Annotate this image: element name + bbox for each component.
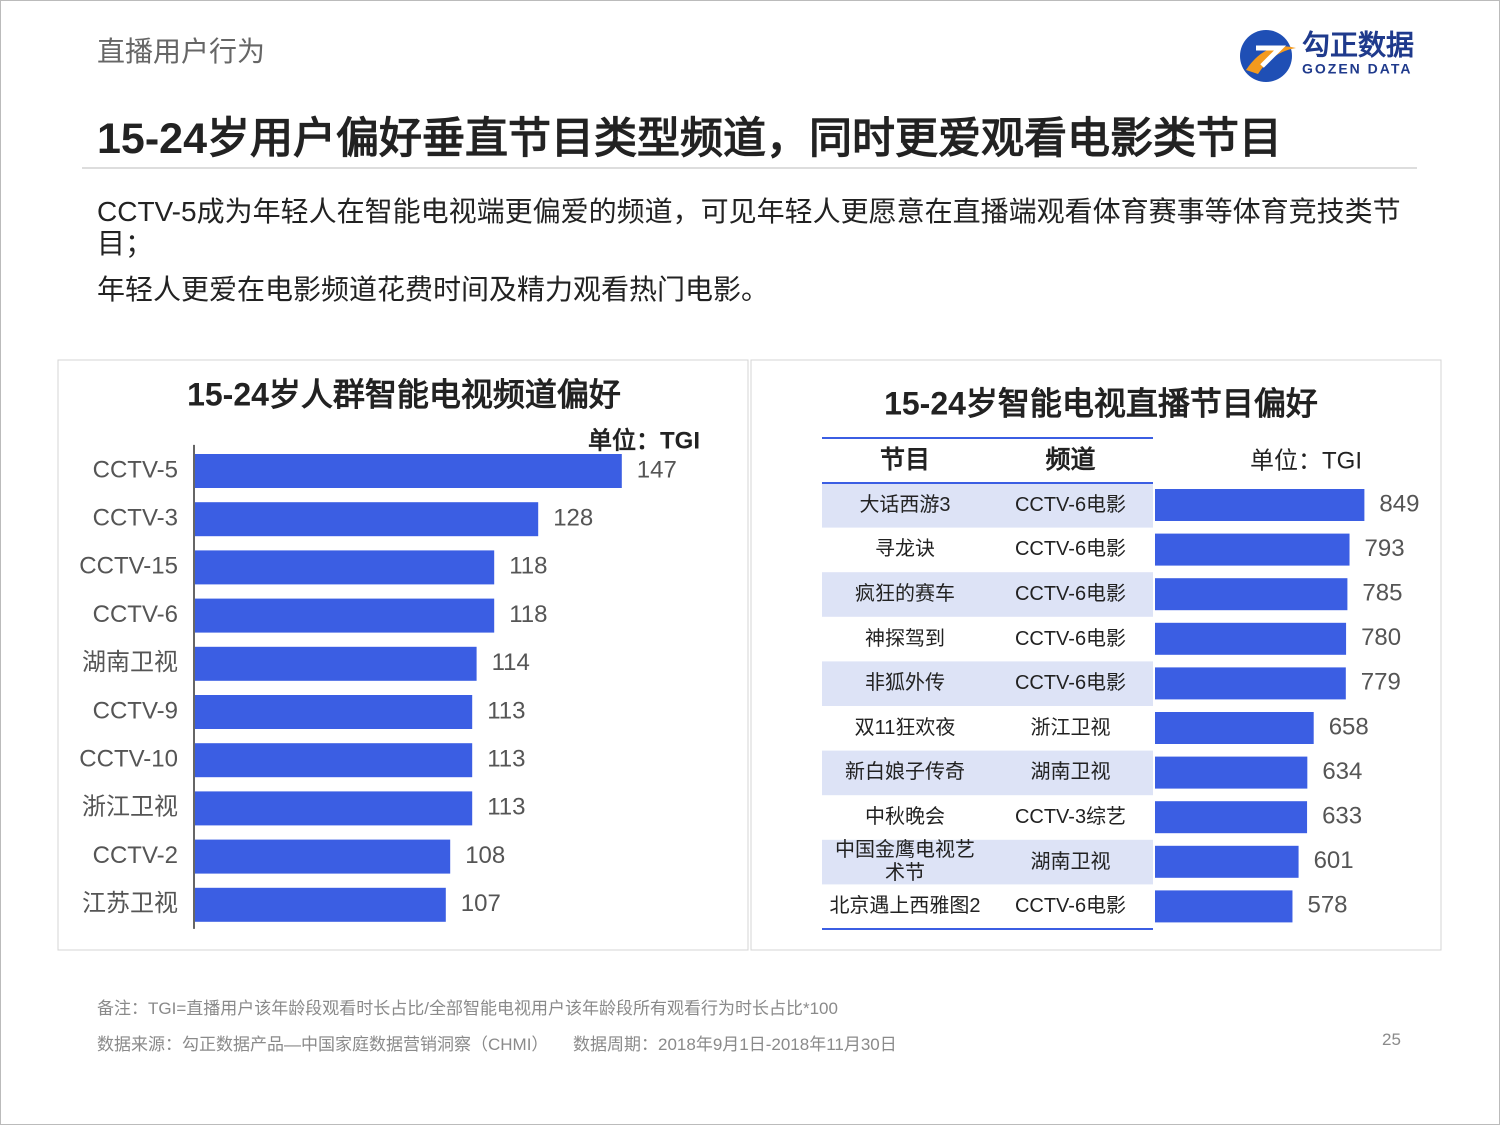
- table-header: 频道: [1045, 446, 1096, 474]
- unit-label: 单位：TGI: [1250, 447, 1362, 474]
- bar: [1155, 489, 1365, 521]
- value-label: 780: [1361, 624, 1401, 651]
- value-label: 785: [1362, 580, 1402, 607]
- y-tick-label: CCTV-15: [79, 553, 178, 580]
- value-label: 118: [509, 553, 547, 580]
- bar: [195, 887, 446, 922]
- bar: [1155, 533, 1350, 566]
- channel-cell: CCTV-6电影: [1014, 672, 1127, 695]
- paragraph: CCTV-5成为年轻人在智能电视端更偏爱的频道，可见年轻人更愿意在直播端观看体育…: [97, 196, 1401, 259]
- channel-cell: 湖南卫视: [1030, 761, 1111, 784]
- bar: [195, 791, 473, 826]
- value-label: 113: [487, 697, 525, 724]
- program-cell: 寻龙诀: [875, 538, 935, 561]
- channel-cell: CCTV-6电影: [1014, 538, 1127, 561]
- bar: [195, 839, 451, 874]
- bar: [1155, 578, 1348, 611]
- program-cell: 中秋晚会: [865, 805, 945, 828]
- value-label: 108: [465, 842, 505, 869]
- value-label: 114: [492, 649, 530, 676]
- program-cell: 神探驾到: [865, 627, 945, 650]
- program-cell: 北京遇上西雅图2: [829, 895, 981, 918]
- channel-cell: CCTV-6电影: [1014, 582, 1127, 605]
- bar: [1155, 667, 1346, 700]
- logo-name: 勾正数据: [1302, 29, 1414, 60]
- value-label: 107: [461, 890, 501, 917]
- table-header: 节目: [879, 446, 930, 474]
- y-tick-label: CCTV-2: [93, 842, 178, 869]
- program-cell: 双11狂欢夜: [854, 716, 956, 739]
- table-row-band: [822, 839, 1153, 885]
- y-tick-label: 江苏卫视: [82, 890, 178, 917]
- y-tick-label: 湖南卫视: [82, 649, 178, 676]
- program-cell: 中国金鹰电视艺术节: [835, 839, 975, 885]
- table-row-band: [822, 661, 1153, 706]
- logo-name-en: GOZEN DATA: [1302, 61, 1412, 77]
- logo-icon: [1240, 30, 1296, 82]
- footnote: 备注：TGI=直播用户该年龄段观看时长占比/全部智能电视用户该年龄段所有观看行为…: [97, 999, 838, 1018]
- value-label: 128: [553, 505, 593, 532]
- value-label: 601: [1314, 847, 1354, 874]
- y-tick-label: CCTV-9: [93, 697, 178, 724]
- slide-title: 15-24岁用户偏好垂直节目类型频道，同时更爱观看电影类节目: [97, 115, 1282, 163]
- paragraph: 年轻人更爱在电影频道花费时间及精力观看热门电影。: [97, 274, 770, 305]
- bar: [195, 646, 477, 681]
- bar: [1155, 756, 1308, 789]
- bar: [195, 743, 473, 778]
- y-tick-label: CCTV-10: [79, 746, 178, 773]
- value-label: 113: [487, 794, 525, 821]
- value-label: 633: [1322, 803, 1362, 830]
- value-label: 634: [1322, 758, 1362, 785]
- channel-cell: 浙江卫视: [1030, 716, 1111, 739]
- channel-cell: CCTV-3综艺: [1014, 805, 1127, 828]
- table-row-band: [822, 750, 1153, 796]
- bar: [195, 550, 495, 585]
- value-label: 113: [487, 746, 525, 773]
- section-label: 直播用户行为: [97, 36, 266, 67]
- period: 数据周期：2018年9月1日-2018年11月30日: [573, 1035, 897, 1054]
- y-tick-label: CCTV-5: [93, 456, 178, 483]
- program-cell: 新白娘子传奇: [845, 761, 965, 784]
- value-label: 147: [637, 456, 677, 483]
- channel-cell: CCTV-6电影: [1014, 895, 1127, 918]
- channel-cell: CCTV-6电影: [1014, 627, 1127, 650]
- channel-cell: 湖南卫视: [1030, 850, 1111, 873]
- y-tick-label: 浙江卫视: [82, 794, 178, 821]
- value-label: 793: [1365, 535, 1405, 562]
- bar: [195, 502, 539, 537]
- program-cell: 大话西游3: [859, 493, 951, 516]
- program-cell: 疯狂的赛车: [855, 582, 955, 605]
- source: 数据来源：勾正数据产品—中国家庭数据营销洞察（CHMI）: [97, 1035, 549, 1054]
- value-label: 658: [1329, 713, 1369, 740]
- page-number: 25: [1382, 1030, 1401, 1049]
- bar: [1155, 712, 1314, 744]
- bar: [1155, 801, 1308, 834]
- table-row-band: [822, 572, 1153, 617]
- bar: [1155, 845, 1299, 878]
- value-label: 779: [1361, 669, 1401, 696]
- unit-label: 单位：TGI: [588, 426, 700, 454]
- channel-cell: CCTV-6电影: [1014, 493, 1127, 516]
- bar: [195, 454, 622, 488]
- bar: [1155, 622, 1347, 655]
- chart-title: 15-24岁智能电视直播节目偏好: [884, 385, 1318, 421]
- bar: [195, 695, 473, 729]
- value-label: 578: [1307, 892, 1347, 919]
- value-label: 849: [1379, 490, 1419, 517]
- table-row-band: [822, 483, 1153, 528]
- y-tick-label: CCTV-3: [93, 505, 178, 532]
- y-tick-label: CCTV-6: [93, 601, 178, 628]
- bar: [1155, 890, 1293, 923]
- program-cell: 非狐外传: [865, 672, 945, 695]
- chart-title: 15-24岁人群智能电视频道偏好: [187, 376, 621, 412]
- bar: [195, 598, 495, 633]
- value-label: 118: [509, 601, 547, 628]
